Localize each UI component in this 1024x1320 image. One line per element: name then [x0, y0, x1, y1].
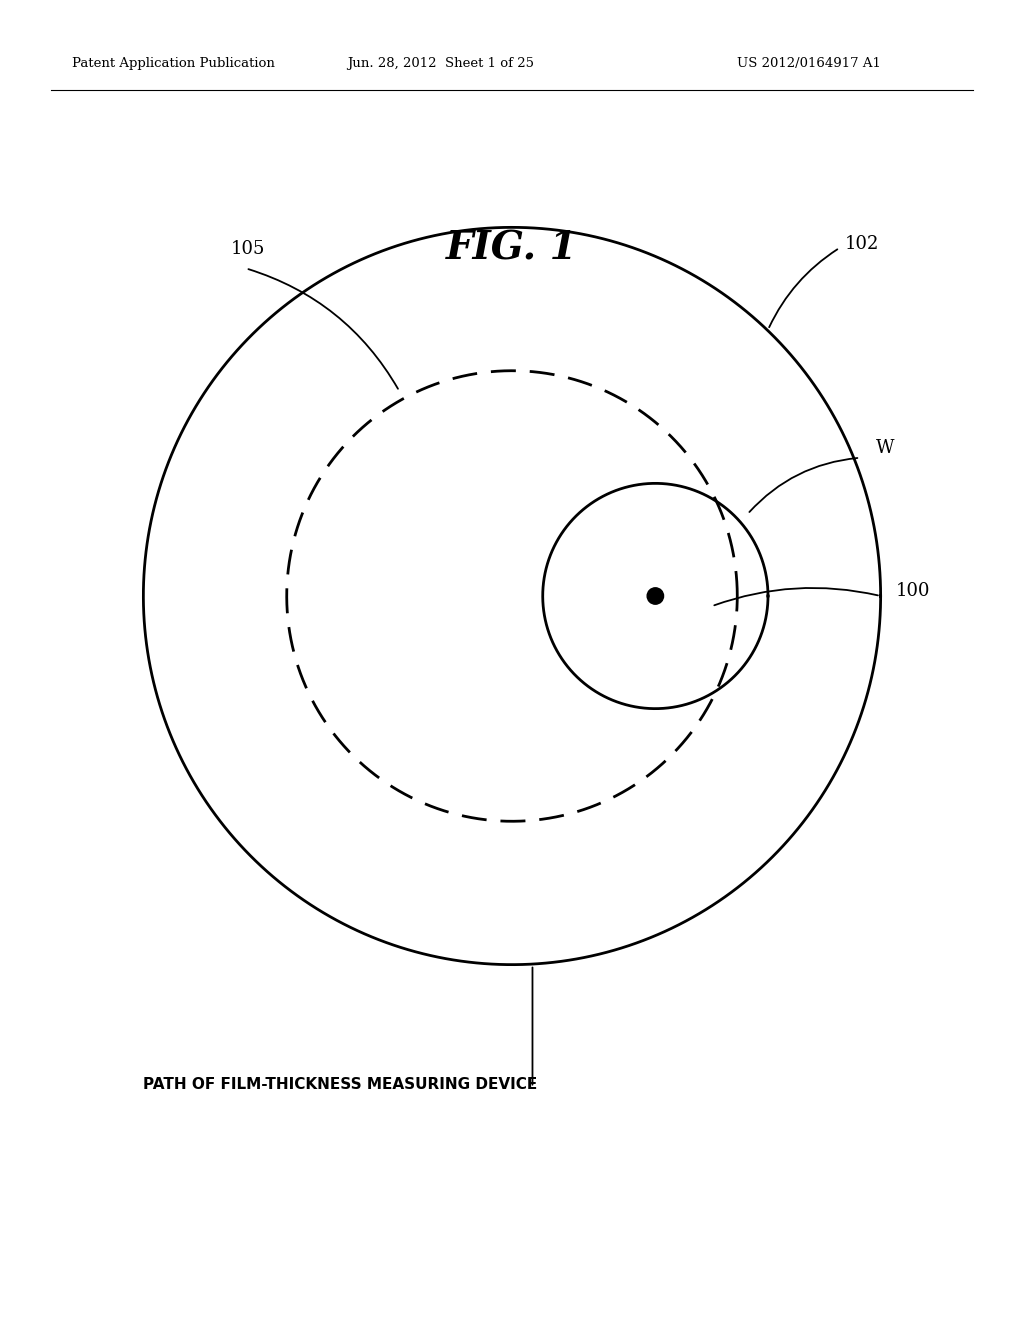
Text: Patent Application Publication: Patent Application Publication [72, 57, 274, 70]
Circle shape [647, 587, 664, 605]
Text: FIG. 1: FIG. 1 [446, 230, 578, 267]
Text: Jun. 28, 2012  Sheet 1 of 25: Jun. 28, 2012 Sheet 1 of 25 [347, 57, 534, 70]
Text: 105: 105 [230, 240, 265, 259]
Text: PATH OF FILM-THICKNESS MEASURING DEVICE: PATH OF FILM-THICKNESS MEASURING DEVICE [143, 1077, 538, 1092]
Text: 102: 102 [845, 235, 880, 253]
Text: 100: 100 [896, 582, 931, 599]
Text: W: W [876, 438, 894, 457]
Text: US 2012/0164917 A1: US 2012/0164917 A1 [737, 57, 882, 70]
